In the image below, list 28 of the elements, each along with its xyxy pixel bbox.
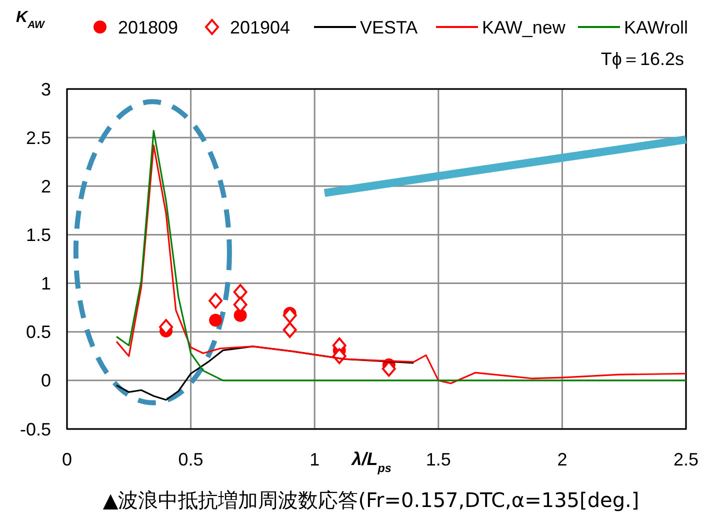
y-tick-label: 1: [40, 274, 51, 294]
text: Tϕ＝16.2s: [600, 49, 684, 69]
point: [208, 292, 223, 309]
point: [282, 322, 297, 338]
y-tick-label: 2: [40, 176, 51, 196]
y-axis-title: K$_{AW}$: [16, 9, 46, 30]
x-tick-label: 0: [62, 449, 72, 470]
x-tick-label: 1: [310, 449, 320, 470]
point: [282, 307, 297, 324]
x-tick-label: 1.5: [426, 449, 451, 470]
text: ▲波浪中抵抗増加周波数応答(Fr=0.157,DTC,α=135[deg.]: [102, 488, 640, 512]
y-tick-label: -0.5: [20, 419, 51, 440]
y-tick-label: 3: [40, 79, 51, 100]
legend-label: VESTA: [360, 17, 418, 38]
point: [233, 284, 248, 300]
y-tick-label: 0: [40, 370, 51, 391]
legend-label: 201904: [230, 17, 290, 38]
x-tick-label: 0.5: [178, 449, 204, 470]
y-tick-label: 0.5: [26, 322, 51, 342]
point: [209, 314, 222, 327]
y-tick-label: 1.5: [26, 225, 51, 246]
y-tick-label: 2.5: [26, 128, 51, 148]
x-axis-title: λ/L$_{ps}$: [350, 449, 392, 474]
legend-label: 201809: [118, 17, 178, 38]
legend-label: KAWroll: [624, 17, 688, 38]
x-tick-label: 2.5: [673, 449, 699, 470]
x-tick-label: 2: [557, 449, 568, 470]
legend-label: KAW_new: [482, 17, 566, 38]
